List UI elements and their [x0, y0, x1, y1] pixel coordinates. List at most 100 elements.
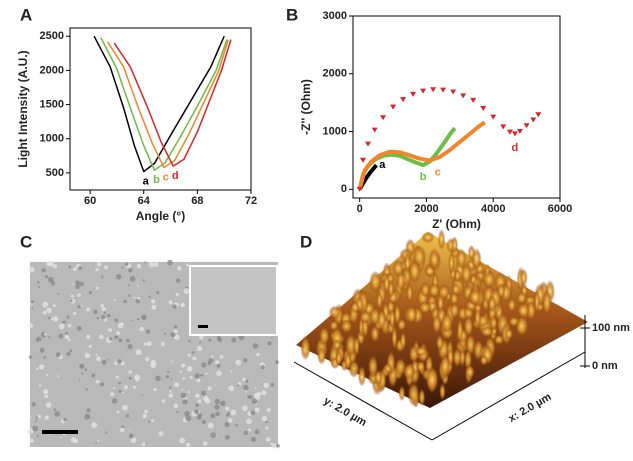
texture: [214, 384, 217, 387]
texture: [139, 326, 144, 332]
texture: [95, 267, 99, 272]
texture: [243, 430, 248, 436]
texture: [172, 304, 177, 309]
texture: [391, 325, 398, 350]
texture: [118, 381, 121, 385]
texture: [421, 231, 435, 244]
marker: [420, 88, 427, 94]
texture: [369, 270, 382, 293]
texture: [38, 340, 41, 343]
axis-line: [431, 351, 586, 441]
texture: [28, 438, 34, 444]
texture: [95, 441, 97, 444]
texture: [465, 364, 475, 380]
texture: [479, 355, 489, 366]
texture: [120, 361, 125, 366]
texture: [155, 375, 161, 382]
panel-label: B: [286, 5, 298, 24]
marker: [410, 91, 417, 97]
texture: [542, 289, 552, 316]
y-tick-label: 2500: [40, 30, 64, 42]
texture: [137, 317, 140, 321]
marker: [371, 127, 378, 133]
texture: [46, 373, 49, 376]
texture: [254, 429, 260, 435]
y-tick-label: 2000: [323, 68, 347, 80]
texture: [113, 299, 116, 302]
texture: [78, 266, 82, 270]
texture: [70, 299, 73, 303]
marker: [506, 129, 513, 135]
texture: [200, 373, 204, 377]
texture: [65, 331, 68, 335]
texture: [226, 412, 231, 416]
texture: [79, 281, 84, 287]
texture: [182, 377, 186, 380]
plot-frame: [69, 27, 252, 191]
series-line: [113, 39, 232, 167]
texture: [88, 344, 93, 349]
y-axis-label: -Z'' (Ohm): [299, 79, 313, 135]
texture: [128, 429, 131, 431]
texture: [118, 338, 123, 343]
texture: [28, 323, 34, 328]
texture: [254, 407, 260, 413]
texture: [96, 356, 101, 362]
afm-image: [296, 229, 588, 409]
series-label: a: [379, 159, 386, 171]
panel-label: C: [20, 232, 32, 251]
texture: [158, 431, 164, 437]
texture: [482, 270, 496, 289]
texture: [41, 268, 46, 273]
texture: [170, 332, 176, 338]
texture: [463, 314, 474, 338]
texture: [144, 261, 147, 264]
texture: [73, 267, 77, 272]
texture: [197, 345, 203, 352]
texture: [182, 399, 188, 405]
texture: [111, 398, 118, 404]
series-label: a: [143, 175, 150, 187]
texture: [75, 284, 80, 290]
texture: [99, 334, 104, 340]
x-tick-label: 4000: [481, 203, 505, 215]
texture: [225, 434, 230, 440]
texture: [453, 269, 462, 283]
y-tick-label: 2000: [40, 64, 64, 76]
texture: [104, 265, 108, 270]
texture: [416, 360, 425, 374]
texture: [52, 316, 59, 322]
texture: [121, 392, 124, 394]
texture: [205, 372, 208, 375]
texture: [208, 338, 212, 342]
texture: [58, 323, 65, 330]
texture: [36, 367, 39, 371]
texture: [177, 266, 182, 271]
texture: [437, 283, 451, 300]
texture: [359, 310, 372, 324]
texture: [39, 347, 45, 353]
texture: [398, 385, 406, 402]
texture: [52, 304, 56, 307]
texture: [265, 426, 269, 430]
texture: [214, 398, 221, 405]
texture: [201, 362, 207, 368]
texture: [147, 420, 151, 423]
texture: [237, 384, 240, 387]
texture: [197, 413, 203, 418]
series-label: d: [512, 142, 519, 154]
y-tick-label: 1000: [40, 133, 64, 145]
texture: [72, 282, 75, 285]
texture: [85, 307, 91, 312]
marker: [360, 157, 367, 163]
marker: [440, 87, 447, 93]
texture: [456, 317, 464, 344]
texture: [97, 439, 100, 442]
texture: [107, 358, 110, 361]
texture: [144, 409, 148, 414]
texture: [52, 264, 58, 269]
texture: [146, 341, 152, 347]
texture: [165, 375, 169, 379]
plot-frame: [352, 15, 561, 199]
texture: [84, 413, 91, 420]
